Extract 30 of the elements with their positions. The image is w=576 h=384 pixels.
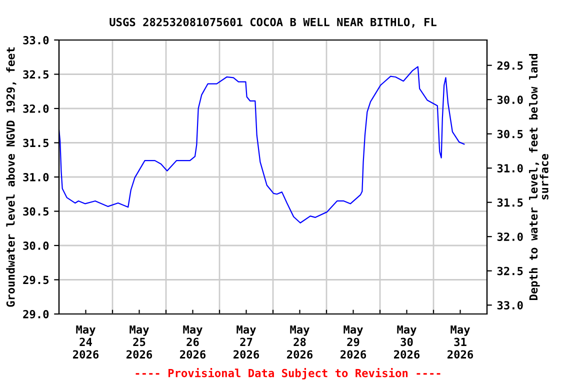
x-tick-label: May 29 2026	[340, 325, 366, 359]
y-tick-label: 29.5	[23, 276, 49, 284]
y-tick-label: 32.0	[23, 104, 49, 113]
x-tick-label: May 31 2026	[447, 325, 474, 359]
y2-tick-label: 33.0	[497, 301, 523, 310]
x-tick-label: May 26 2026	[180, 325, 206, 359]
y2-tick-label: 29.5	[497, 61, 523, 70]
y-tick-label: 30.5	[23, 207, 49, 216]
y2-tick-label: 31.5	[497, 198, 523, 207]
y2-tick-label: 32.0	[497, 232, 523, 241]
text: ---- Provisional Data Subject to Revision ----	[136, 368, 440, 380]
y2-tick-label: 32.5	[497, 266, 523, 276]
y-tick-label: 29.0	[23, 310, 49, 318]
y2-tick-label: 30.0	[497, 96, 523, 104]
y-tick-label: 32.5	[23, 70, 49, 79]
x-tick-label: May 24 2026	[72, 325, 99, 359]
y-tick-label: 30.0	[23, 241, 49, 250]
y-tick-label: 31.5	[23, 138, 49, 148]
x-tick-label: May 25 2026	[126, 325, 152, 359]
x-tick-label: May 28 2026	[286, 325, 313, 359]
y-tick-label: 31.0	[23, 172, 49, 182]
x-tick-label: May 27 2026	[233, 325, 260, 359]
y-tick-label: 33.0	[23, 36, 49, 44]
y2-tick-label: 31.0	[497, 164, 523, 172]
chart-title: USGS 282532081075601 COCOA B WELL NEAR BITHLO, FL	[110, 18, 436, 28]
y-axis-title: Groundwater level above NGVD 1929, feet	[6, 47, 16, 307]
y2-axis-title: Depth to water level, feet below land surface	[529, 54, 548, 300]
x-tick-label: May 30 2026	[394, 325, 420, 359]
line-series	[59, 66, 465, 224]
y2-tick-label: 30.5	[497, 130, 523, 138]
